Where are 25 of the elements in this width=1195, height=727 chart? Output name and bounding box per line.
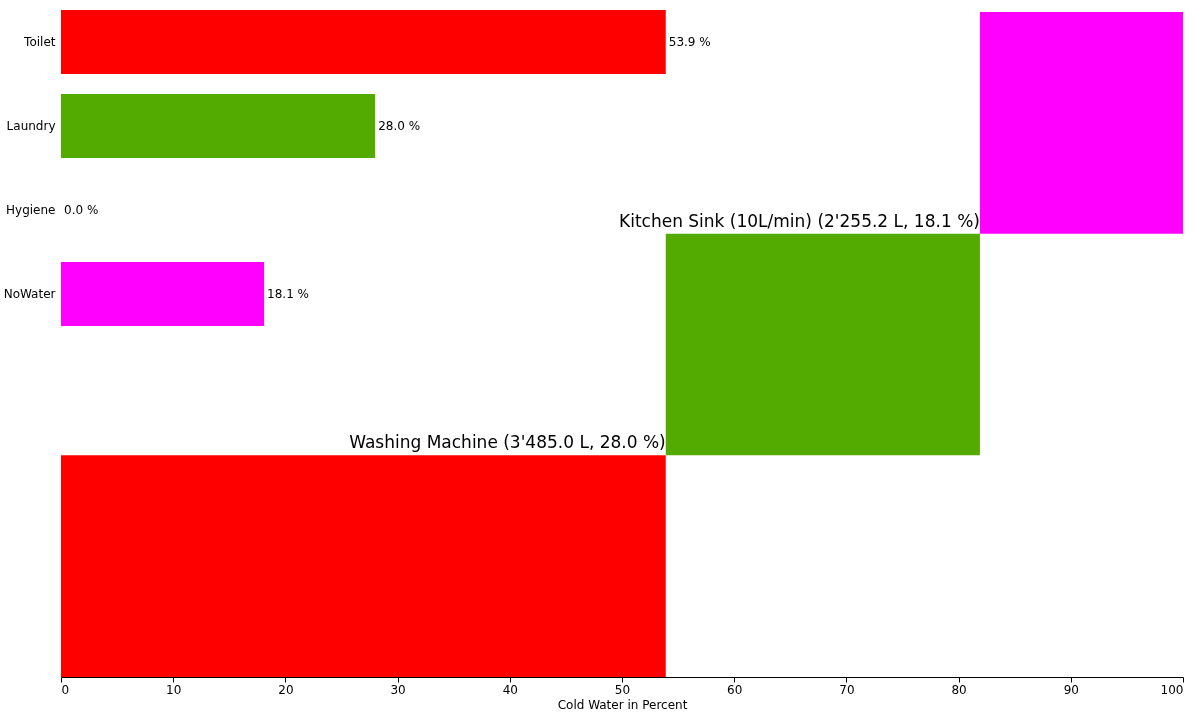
x-tick-label: 100	[1160, 682, 1184, 697]
bar	[979, 12, 1183, 234]
data-label: 18.1 %	[267, 287, 310, 301]
bar	[665, 233, 980, 456]
x-tick-label: 90	[1063, 682, 1079, 697]
y-tick-label: NoWater	[3, 287, 56, 301]
x-tick-label: 40	[502, 682, 518, 697]
x-tick-label: 70	[839, 682, 855, 697]
x-tick-label: 20	[278, 682, 294, 697]
data-label: 53.9 %	[668, 35, 711, 49]
x-tick-label: 80	[951, 682, 967, 697]
x-axis-title: Cold Water in Percent	[557, 697, 688, 712]
x-tick-label: 10	[166, 682, 182, 697]
y-tick-label: Laundry	[6, 119, 56, 133]
annotation: Kitchen Sink (10L/min) (2'255.2 L, 18.1 %)	[619, 210, 980, 231]
x-tick-label: 30	[390, 682, 406, 697]
x-tick-label: 60	[727, 682, 743, 697]
data-label: 28.0 %	[378, 119, 421, 133]
bar	[61, 455, 666, 677]
x-tick-label: 0	[61, 682, 70, 697]
annotation: Washing Machine (3'485.0 L, 28.0 %)	[349, 432, 666, 453]
data-label: 0.0 %	[64, 203, 99, 217]
y-tick-label: Hygiene	[6, 203, 56, 217]
x-tick-label: 50	[614, 682, 631, 697]
y-tick-label: Toilet	[23, 35, 56, 49]
